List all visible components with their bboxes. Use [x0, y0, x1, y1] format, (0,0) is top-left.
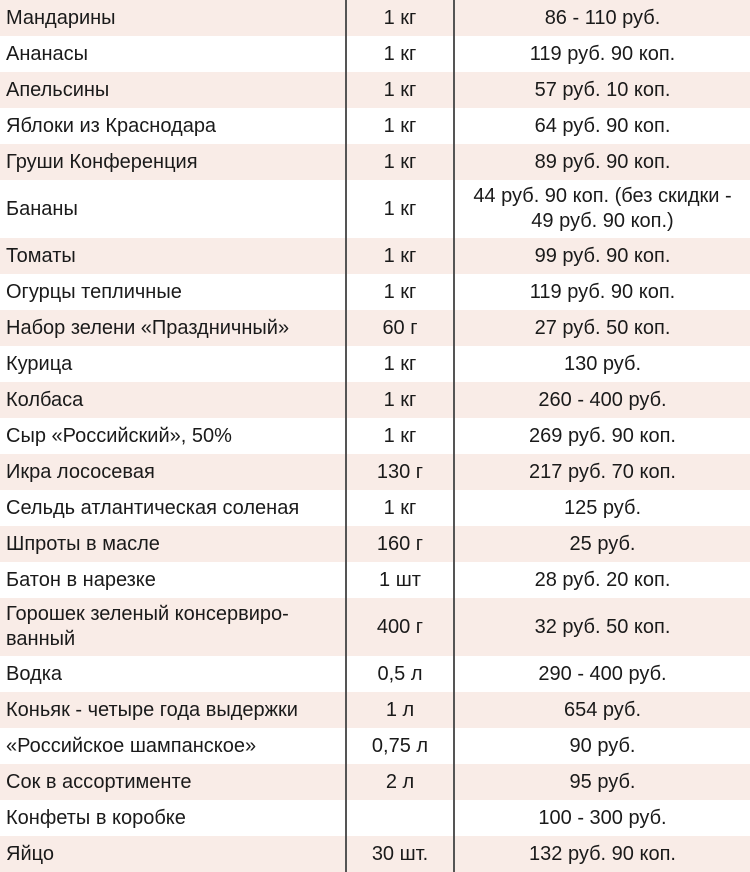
cell-qty: 1 кг	[345, 382, 455, 418]
cell-qty: 1 кг	[345, 108, 455, 144]
cell-price: 100 - 300 руб.	[455, 800, 750, 836]
cell-price: 44 руб. 90 коп. (без скидки - 49 руб. 90…	[455, 180, 750, 238]
cell-name: Апельсины	[0, 72, 345, 108]
table-row: Томаты1 кг99 руб. 90 коп.	[0, 238, 750, 274]
table-row: «Российское шампанское»0,75 л90 руб.	[0, 728, 750, 764]
cell-name: Мандарины	[0, 0, 345, 36]
cell-name: Сельдь атлантическая соленая	[0, 490, 345, 526]
cell-qty: 1 кг	[345, 144, 455, 180]
cell-qty	[345, 800, 455, 836]
cell-qty: 0,5 л	[345, 656, 455, 692]
cell-qty: 1 кг	[345, 418, 455, 454]
cell-qty: 1 шт	[345, 562, 455, 598]
table-row: Груши Конференция1 кг89 руб. 90 коп.	[0, 144, 750, 180]
cell-price: 28 руб. 20 коп.	[455, 562, 750, 598]
cell-name: Сок в ассортименте	[0, 764, 345, 800]
table-row: Шпроты в масле160 г25 руб.	[0, 526, 750, 562]
cell-name: «Российское шампанское»	[0, 728, 345, 764]
table-row: Колбаса1 кг260 - 400 руб.	[0, 382, 750, 418]
cell-price: 132 руб. 90 коп.	[455, 836, 750, 872]
cell-name: Томаты	[0, 238, 345, 274]
table-row: Сыр «Российский», 50%1 кг269 руб. 90 коп…	[0, 418, 750, 454]
cell-qty: 130 г	[345, 454, 455, 490]
cell-price: 217 руб. 70 коп.	[455, 454, 750, 490]
cell-qty: 1 кг	[345, 274, 455, 310]
cell-price: 125 руб.	[455, 490, 750, 526]
cell-name: Шпроты в масле	[0, 526, 345, 562]
cell-price: 99 руб. 90 коп.	[455, 238, 750, 274]
cell-qty: 1 кг	[345, 0, 455, 36]
cell-price: 119 руб. 90 коп.	[455, 274, 750, 310]
table-row: Конфеты в коробке 100 - 300 руб.	[0, 800, 750, 836]
table-row: Водка0,5 л290 - 400 руб.	[0, 656, 750, 692]
table-row: Ананасы1 кг119 руб. 90 коп.	[0, 36, 750, 72]
cell-name: Груши Конференция	[0, 144, 345, 180]
cell-price: 32 руб. 50 коп.	[455, 598, 750, 656]
table-row: Бананы1 кг44 руб. 90 коп. (без скидки - …	[0, 180, 750, 238]
table-row: Апельсины1 кг57 руб. 10 коп.	[0, 72, 750, 108]
table-row: Мандарины1 кг86 - 110 руб.	[0, 0, 750, 36]
table-row: Яблоки из Краснодара1 кг64 руб. 90 коп.	[0, 108, 750, 144]
cell-qty: 1 кг	[345, 180, 455, 238]
table-row: Курица1 кг130 руб.	[0, 346, 750, 382]
cell-price: 57 руб. 10 коп.	[455, 72, 750, 108]
table-row: Яйцо30 шт.132 руб. 90 коп.	[0, 836, 750, 872]
cell-qty: 1 кг	[345, 238, 455, 274]
cell-qty: 160 г	[345, 526, 455, 562]
cell-name: Конфеты в коробке	[0, 800, 345, 836]
cell-qty: 1 кг	[345, 36, 455, 72]
cell-price: 86 - 110 руб.	[455, 0, 750, 36]
cell-price: 290 - 400 руб.	[455, 656, 750, 692]
cell-price: 130 руб.	[455, 346, 750, 382]
cell-qty: 0,75 л	[345, 728, 455, 764]
cell-qty: 30 шт.	[345, 836, 455, 872]
table-row: Горошек зеленый консервиро­ванный400 г32…	[0, 598, 750, 656]
cell-name: Горошек зеленый консервиро­ванный	[0, 598, 345, 656]
cell-qty: 400 г	[345, 598, 455, 656]
cell-name: Бананы	[0, 180, 345, 238]
cell-price: 654 руб.	[455, 692, 750, 728]
cell-qty: 2 л	[345, 764, 455, 800]
price-table: Мандарины1 кг86 - 110 руб.Ананасы1 кг119…	[0, 0, 750, 872]
cell-qty: 1 кг	[345, 72, 455, 108]
cell-qty: 1 кг	[345, 490, 455, 526]
cell-price: 89 руб. 90 коп.	[455, 144, 750, 180]
table-row: Коньяк - четыре года выдержки1 л654 руб.	[0, 692, 750, 728]
cell-price: 64 руб. 90 коп.	[455, 108, 750, 144]
cell-qty: 1 л	[345, 692, 455, 728]
cell-price: 269 руб. 90 коп.	[455, 418, 750, 454]
cell-name: Яйцо	[0, 836, 345, 872]
cell-price: 27 руб. 50 коп.	[455, 310, 750, 346]
cell-qty: 60 г	[345, 310, 455, 346]
cell-price: 25 руб.	[455, 526, 750, 562]
table-row: Батон в нарезке1 шт28 руб. 20 коп.	[0, 562, 750, 598]
cell-name: Сыр «Российский», 50%	[0, 418, 345, 454]
cell-name: Яблоки из Краснодара	[0, 108, 345, 144]
cell-qty: 1 кг	[345, 346, 455, 382]
cell-name: Набор зелени «Праздничный»	[0, 310, 345, 346]
cell-name: Икра лососевая	[0, 454, 345, 490]
cell-name: Огурцы тепличные	[0, 274, 345, 310]
cell-name: Батон в нарезке	[0, 562, 345, 598]
cell-name: Коньяк - четыре года выдержки	[0, 692, 345, 728]
table-row: Огурцы тепличные1 кг119 руб. 90 коп.	[0, 274, 750, 310]
table-row: Набор зелени «Праздничный»60 г27 руб. 50…	[0, 310, 750, 346]
table-row: Сельдь атлантическая соленая1 кг125 руб.	[0, 490, 750, 526]
cell-name: Курица	[0, 346, 345, 382]
cell-name: Колбаса	[0, 382, 345, 418]
cell-price: 90 руб.	[455, 728, 750, 764]
cell-name: Ананасы	[0, 36, 345, 72]
cell-name: Водка	[0, 656, 345, 692]
table-row: Сок в ассортименте2 л95 руб.	[0, 764, 750, 800]
cell-price: 260 - 400 руб.	[455, 382, 750, 418]
table-row: Икра лососевая130 г217 руб. 70 коп.	[0, 454, 750, 490]
cell-price: 119 руб. 90 коп.	[455, 36, 750, 72]
cell-price: 95 руб.	[455, 764, 750, 800]
